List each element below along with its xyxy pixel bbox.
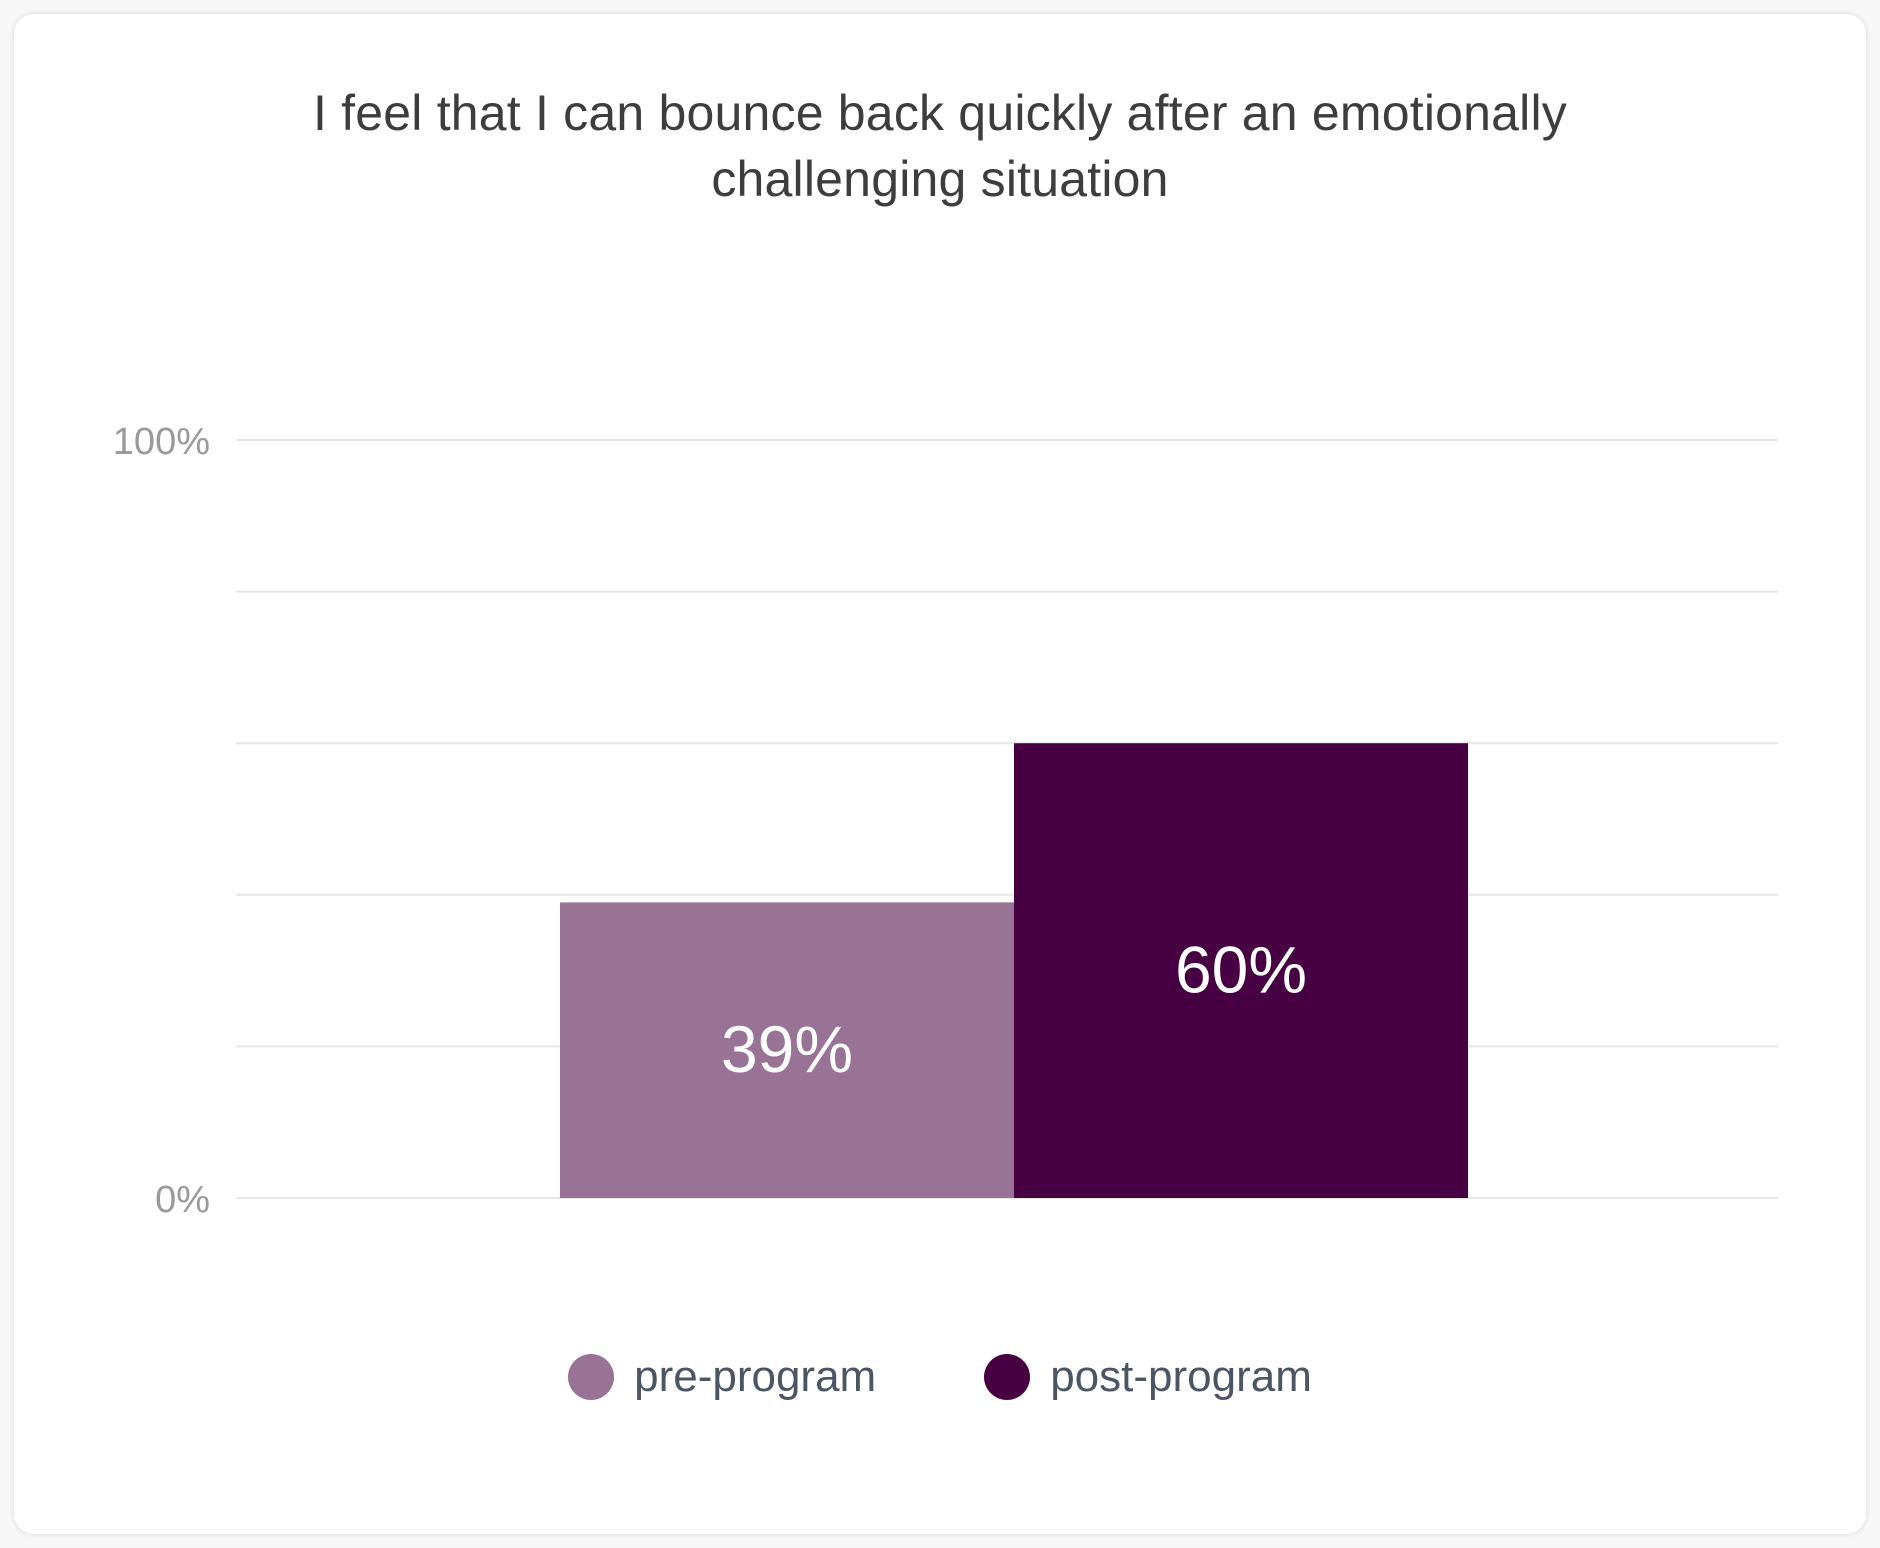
y-tick-label-0: 0% bbox=[155, 1179, 210, 1221]
bar-pre-program[interactable] bbox=[560, 902, 1014, 1198]
chart-title-line-2: challenging situation bbox=[711, 151, 1169, 207]
legend-label-pre-program: pre-program bbox=[634, 1352, 877, 1401]
bar-labels: 39% 60% bbox=[721, 933, 1307, 1087]
y-tick-label-100: 100% bbox=[113, 421, 210, 463]
legend-item-pre-program[interactable]: pre-program bbox=[568, 1352, 876, 1402]
legend-item-post-program[interactable]: post-program bbox=[984, 1352, 1312, 1402]
legend: pre-program post-program bbox=[0, 1352, 1880, 1402]
chart-card bbox=[14, 14, 1866, 1534]
legend-swatch-pre-program bbox=[568, 1354, 615, 1400]
y-axis-ticks: 100% 0% bbox=[113, 421, 210, 1221]
legend-label-post-program: post-program bbox=[1050, 1352, 1312, 1401]
chart-title-line-1: I feel that I can bounce back quickly af… bbox=[313, 85, 1567, 141]
legend-swatch-post-program bbox=[984, 1354, 1031, 1400]
bar-label-post-program: 60% bbox=[1175, 933, 1307, 1007]
bar-post-program[interactable] bbox=[1014, 743, 1468, 1198]
bar-label-pre-program: 39% bbox=[721, 1012, 853, 1086]
gridlines bbox=[236, 439, 1778, 1199]
chart-title: I feel that I can bounce back quickly af… bbox=[0, 80, 1880, 212]
bars bbox=[560, 743, 1468, 1198]
